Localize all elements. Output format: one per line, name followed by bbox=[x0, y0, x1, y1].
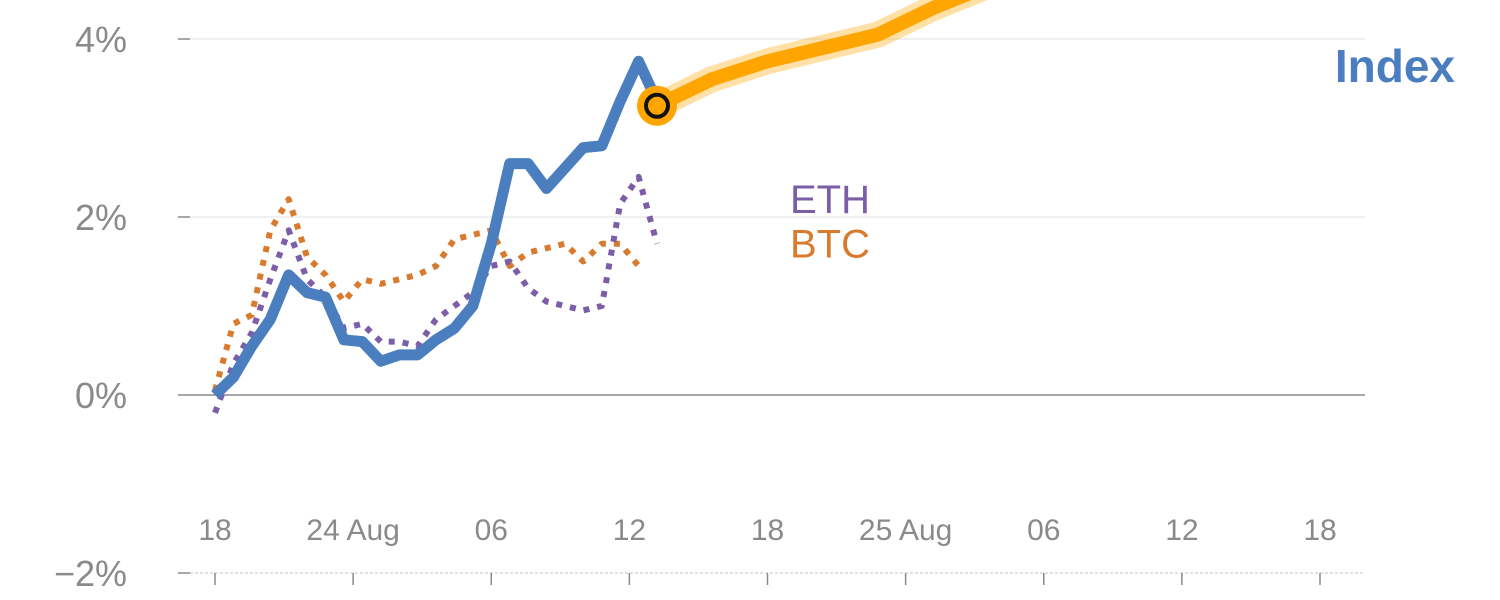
y-tick-label: 0% bbox=[75, 375, 127, 416]
series-label-eth: ETH bbox=[790, 178, 870, 222]
series-line-index bbox=[211, 55, 662, 399]
x-tick-label: 12 bbox=[613, 514, 646, 547]
grid-layer: −2% 0% 2% 4% 18 24 Aug 06 12 18 25 Aug 06 12 18 bbox=[54, 19, 1365, 594]
series-label-btc: BTC bbox=[790, 223, 870, 267]
x-tick-label: 06 bbox=[475, 514, 508, 547]
series-line-eth bbox=[212, 173, 660, 414]
marker-layer bbox=[637, 85, 677, 126]
x-tick-label: 25 Aug bbox=[859, 514, 952, 547]
x-tick-label: 18 bbox=[1303, 514, 1336, 547]
highlight-point bbox=[644, 92, 670, 119]
x-tick-label: 12 bbox=[1165, 514, 1198, 547]
y-tick-label: −2% bbox=[54, 553, 127, 594]
x-tick-label: 18 bbox=[198, 514, 231, 547]
y-tick-label: 4% bbox=[75, 19, 127, 60]
x-tick-label: 24 Aug bbox=[306, 514, 399, 547]
x-tick-label: 18 bbox=[751, 514, 784, 547]
series-line-forecast-glow bbox=[644, 0, 988, 119]
x-tick-label: 06 bbox=[1027, 514, 1060, 547]
y-tick-label: 2% bbox=[75, 197, 127, 238]
chart-title: Index bbox=[1335, 40, 1456, 92]
series-layer bbox=[211, 0, 988, 414]
series-line-forecast bbox=[653, 0, 972, 113]
